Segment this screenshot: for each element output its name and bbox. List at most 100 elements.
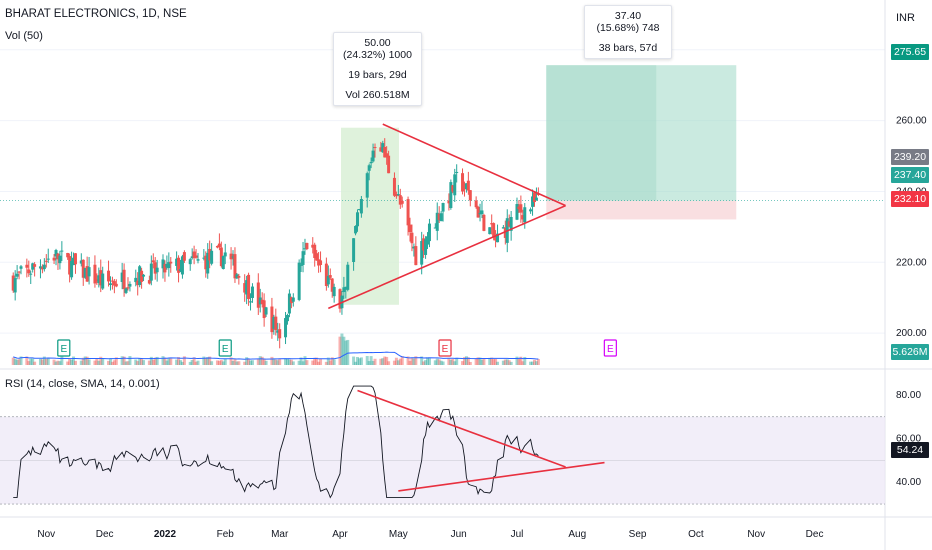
candle-body	[54, 250, 58, 257]
symbol-title: BHARAT ELECTRONICS, 1D, NSE	[5, 8, 187, 20]
time-tick-label: Dec	[806, 529, 824, 540]
volume-bar	[15, 359, 19, 365]
volume-bar	[136, 361, 140, 365]
candle-body	[383, 147, 387, 158]
candle-body	[317, 259, 321, 266]
candle-body	[93, 264, 97, 284]
candle-body	[355, 212, 359, 227]
volume-bar	[301, 361, 305, 365]
volume-bar	[235, 361, 239, 365]
candle-body	[291, 297, 295, 302]
candle-body	[435, 212, 439, 231]
volume-legend[interactable]: Vol (50)	[5, 30, 43, 42]
range-volume: Vol 260.518M	[345, 89, 410, 101]
rsi-band	[0, 416, 885, 505]
candle-body	[462, 188, 466, 190]
candle-body	[433, 227, 437, 229]
volume-bar	[221, 361, 225, 365]
volume-bar	[73, 360, 77, 365]
time-tick-label: Jul	[511, 529, 524, 540]
candle-body	[72, 257, 76, 266]
candle-body	[210, 250, 214, 264]
candle-body	[509, 216, 513, 231]
candle-body	[501, 227, 505, 229]
candle-body	[352, 238, 356, 263]
volume-bar	[433, 360, 437, 365]
volume-bar	[435, 358, 439, 365]
volume-bar	[206, 357, 210, 365]
volume-bar	[496, 361, 500, 365]
volume-bar	[383, 356, 387, 365]
volume-bar	[387, 361, 391, 365]
currency-label: INR	[896, 12, 915, 24]
candle-body	[324, 263, 328, 286]
volume-bar	[95, 358, 99, 365]
earnings-marker: E	[57, 339, 71, 357]
volume-bar	[169, 358, 173, 365]
volume-bar	[346, 339, 350, 365]
candle-body	[274, 316, 278, 330]
volume-bar	[529, 361, 533, 365]
earnings-marker: E	[603, 339, 617, 357]
upper-trendline	[382, 123, 566, 207]
volume-bar	[247, 359, 251, 365]
earnings-label: E	[60, 344, 67, 355]
volume-bar	[161, 356, 165, 365]
candle-body	[480, 210, 484, 215]
volume-bar	[38, 358, 42, 365]
candle-body	[437, 213, 441, 220]
candle-body	[412, 246, 416, 249]
candle-body	[231, 256, 235, 258]
volume-bar	[519, 356, 523, 365]
target-zone	[546, 65, 737, 201]
candle-body	[515, 204, 519, 220]
volume-bar	[250, 360, 254, 365]
volume-bar	[208, 356, 212, 365]
volume-bar	[66, 361, 70, 365]
candle-body	[108, 283, 112, 285]
volume-bar	[68, 359, 72, 365]
candle-body	[529, 209, 533, 212]
last-price-badge: 237.40	[891, 167, 929, 183]
candle-body	[140, 270, 144, 282]
volume-bar	[188, 361, 192, 365]
candle-body	[406, 199, 410, 226]
candle-body	[190, 256, 194, 259]
volume-bar	[274, 359, 278, 365]
candle-body	[392, 177, 396, 196]
candle-body	[134, 277, 138, 283]
candle-body	[60, 250, 64, 252]
candle-body	[258, 297, 262, 305]
candle-body	[112, 281, 116, 286]
volume-bar	[342, 336, 346, 365]
candle-body	[175, 258, 179, 266]
candle-body	[52, 257, 56, 261]
rsi-upper-trendline	[357, 389, 566, 468]
volume-bar	[507, 360, 511, 365]
candle-body	[311, 244, 315, 248]
candle-body	[422, 238, 426, 251]
volume-bar	[439, 360, 443, 365]
volume-bar	[149, 356, 153, 365]
candle-body	[408, 224, 412, 233]
candle-body	[110, 280, 114, 282]
candle-body	[455, 171, 459, 173]
volume-bar	[330, 357, 334, 365]
volume-bar	[11, 357, 15, 365]
volume-bar	[83, 356, 87, 365]
candle-body	[194, 255, 198, 258]
rsi-legend[interactable]: RSI (14, close, SMA, 14, 0.001)	[5, 378, 160, 390]
volume-bar	[27, 361, 31, 365]
volume-bar	[287, 359, 291, 365]
candle-body	[219, 247, 223, 267]
volume-bar	[262, 359, 266, 365]
candle-body	[217, 243, 221, 248]
candle-body	[27, 269, 31, 274]
volume-bar	[167, 358, 171, 365]
candle-body	[11, 275, 15, 291]
trendline-drawings[interactable]	[328, 123, 566, 310]
volume-bar	[107, 360, 111, 365]
time-tick-label: Feb	[217, 529, 235, 540]
